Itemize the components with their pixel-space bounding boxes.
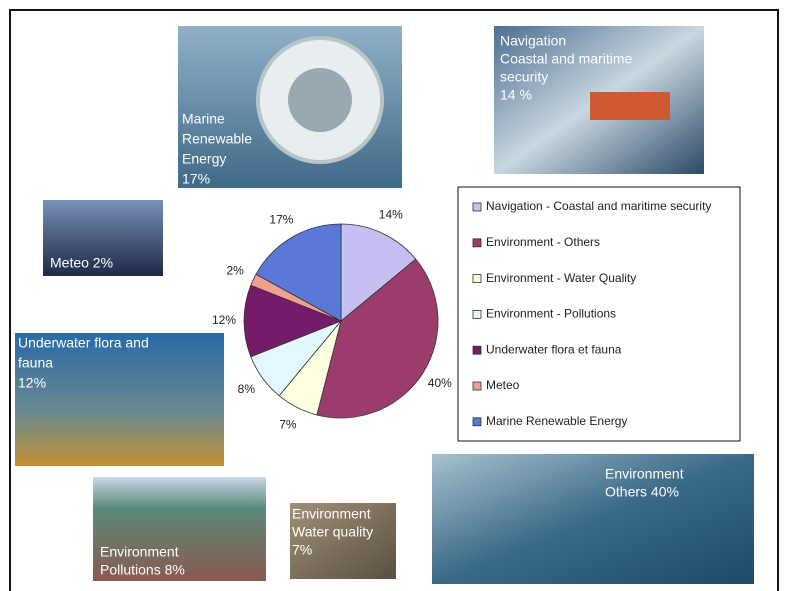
pie-slice <box>316 258 439 419</box>
legend-swatch <box>472 309 482 319</box>
photo <box>15 333 224 466</box>
data-label: 17% <box>269 212 293 226</box>
data-label: 14% <box>379 207 403 221</box>
data-label: 7% <box>279 417 297 431</box>
photo-caption: 14 % <box>500 87 532 103</box>
photo-caption: 12% <box>18 375 46 391</box>
legend-label: Underwater flora et fauna <box>486 342 622 356</box>
photo-caption: Environment <box>605 466 684 482</box>
legend-swatch <box>472 274 482 284</box>
pie-slice <box>243 284 343 358</box>
photo-caption: Environment <box>292 506 371 522</box>
data-label: 40% <box>428 376 452 390</box>
legend-label: Environment - Water Quality <box>486 271 636 285</box>
data-label: 8% <box>238 382 256 396</box>
legend-swatch <box>472 345 482 355</box>
photo <box>432 454 754 584</box>
photo <box>43 200 163 276</box>
photo-caption: Renewable <box>182 131 252 147</box>
photo-caption: Navigation <box>500 33 566 49</box>
data-label: 12% <box>212 313 236 327</box>
photo-caption: Pollutions 8% <box>100 562 185 578</box>
frame <box>9 9 779 591</box>
photo-caption: Others 40% <box>605 484 679 500</box>
photo-caption: Underwater flora and <box>18 335 149 351</box>
legend-swatch <box>472 381 482 391</box>
pie-slice <box>340 223 417 322</box>
legend <box>457 186 741 442</box>
legend-label: Marine Renewable Energy <box>486 414 627 428</box>
photo-caption: Water quality <box>292 524 373 540</box>
photo-caption: Coastal and maritime <box>500 51 632 67</box>
photo-caption: security <box>500 69 548 85</box>
photo-detail <box>590 92 670 120</box>
photo <box>290 503 396 579</box>
legend-label: Environment - Pollutions <box>486 307 616 321</box>
data-label: 2% <box>226 263 244 277</box>
photo-caption: fauna <box>18 355 53 371</box>
legend-swatch <box>472 417 482 427</box>
photo-caption: Marine <box>182 111 225 127</box>
pie-slice <box>255 223 342 322</box>
legend-label: Navigation - Coastal and maritime securi… <box>486 199 711 213</box>
photo-caption: 7% <box>292 542 312 558</box>
legend-label: Meteo <box>486 378 520 392</box>
photo-caption: Energy <box>182 151 226 167</box>
photo-detail <box>288 68 352 132</box>
photo <box>93 477 266 581</box>
photo-caption: Meteo 2% <box>50 255 113 271</box>
photo-caption: 17% <box>182 171 210 187</box>
photo-caption: Environment <box>100 544 179 560</box>
legend-label: Environment - Others <box>486 235 600 249</box>
legend-swatch <box>472 238 482 248</box>
legend-swatch <box>472 202 482 212</box>
